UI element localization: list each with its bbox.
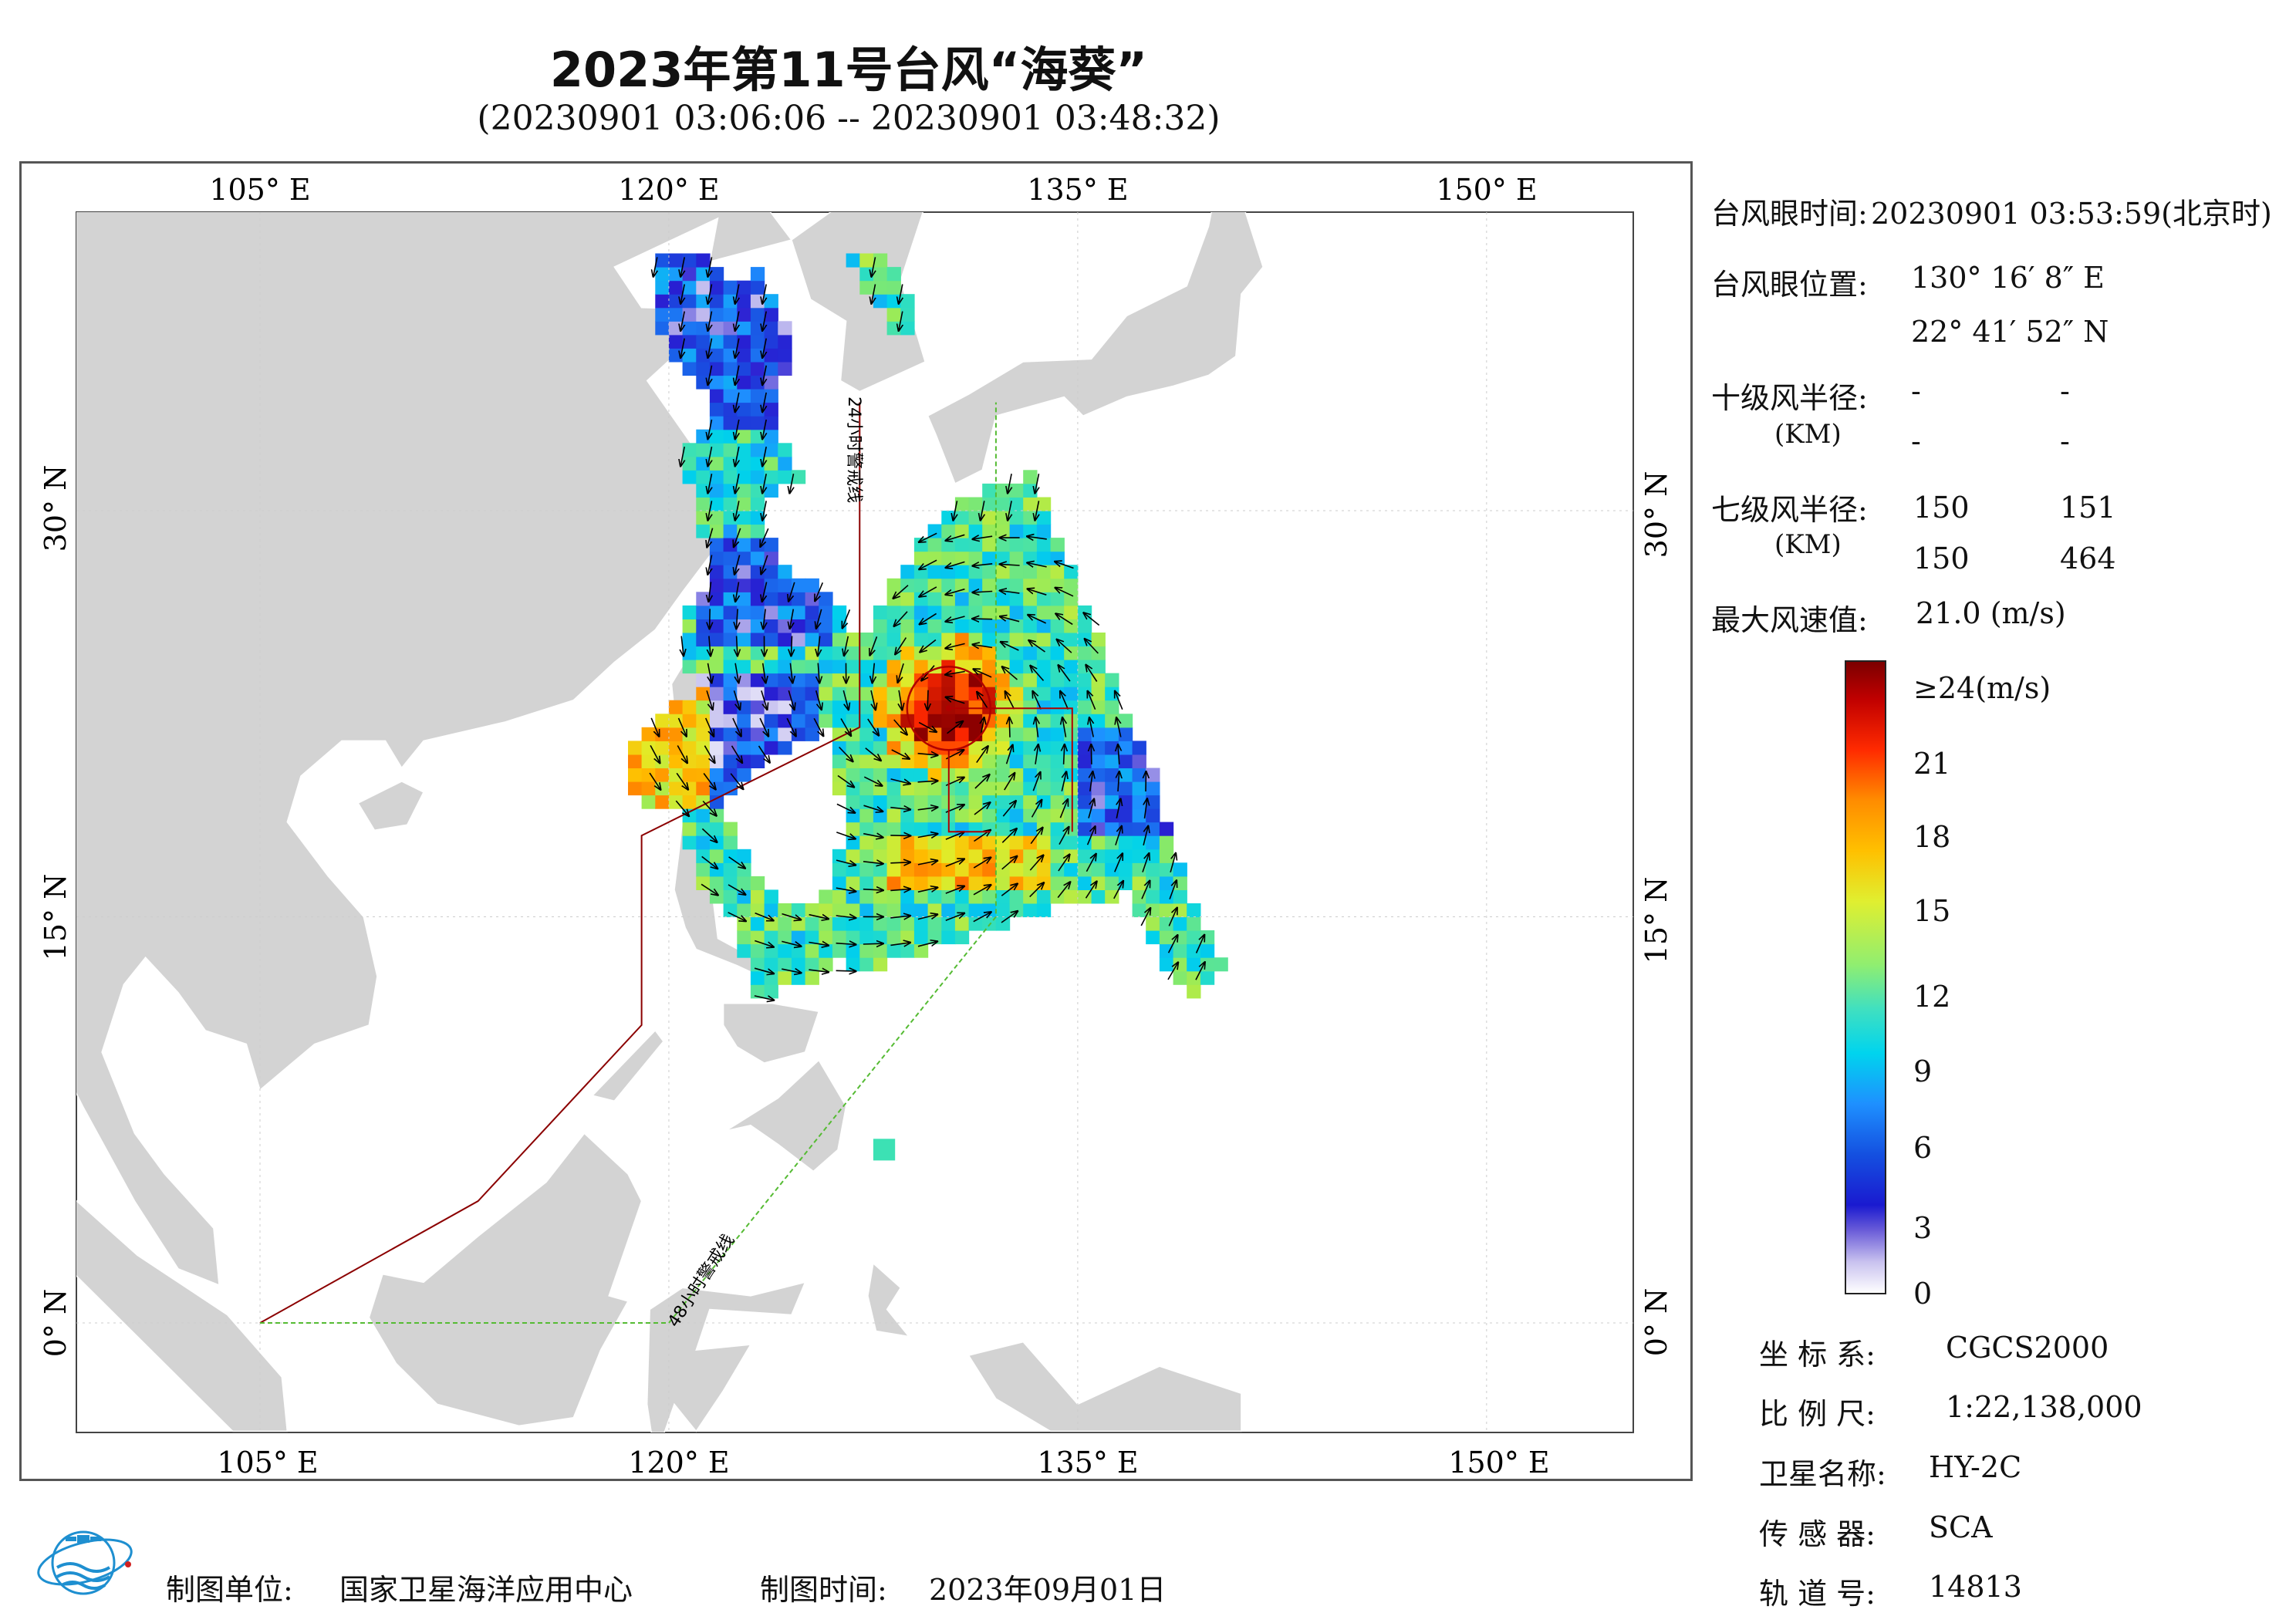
footer-date-label: 制图时间:: [760, 1573, 887, 1607]
lat-label-right-0: 0° N: [1639, 1288, 1673, 1357]
land-halmahera: [867, 1262, 910, 1338]
lat-label-right-30: 30° N: [1639, 471, 1673, 558]
colorbar-tick-3: 3: [1913, 1211, 1933, 1245]
r7-value-nw: 464: [2060, 542, 2116, 575]
colorbar-tick-21: 21: [1913, 747, 1951, 781]
max-wind-label: 最大风速值:: [1711, 603, 1868, 637]
lon-label-bottom-150: 150° E: [1448, 1446, 1549, 1480]
r10-value-nw: -: [2060, 424, 2070, 458]
satellite-label: 卫星名称:: [1759, 1457, 1886, 1491]
footer-date-value: 2023年09月01日: [929, 1573, 1167, 1607]
colorbar-tick-12: 12: [1913, 980, 1951, 1014]
lon-label-bottom-105: 105° E: [217, 1446, 318, 1480]
warning-line-48h: [260, 402, 997, 1324]
warning-line-24h-label: 24小时警戒线: [844, 396, 863, 503]
footer-org-value: 国家卫星海洋应用中心: [339, 1573, 633, 1607]
r10-label: 十级风半径:: [1711, 381, 1868, 415]
eye-longitude: 130° 16′ 8″ E: [1911, 261, 2105, 295]
r7-value-ne: 150: [1913, 491, 1970, 525]
land-borneo: [368, 1132, 643, 1427]
r7-label: 七级风半径:: [1711, 493, 1868, 527]
eye-latitude: 22° 41′ 52″ N: [1911, 315, 2109, 349]
sensor-value: SCA: [1929, 1510, 1993, 1544]
scale-label: 比 例 尺:: [1759, 1397, 1876, 1431]
r7-value-sw: 150: [1913, 542, 1970, 575]
lon-label-top-105: 105° E: [209, 173, 310, 207]
eye-time-label: 台风眼时间:: [1711, 197, 1868, 231]
wind-map: 105° E 120° E 135° E 150° E 105° E 120° …: [39, 173, 1673, 1480]
r7-value-se: 151: [2060, 491, 2116, 525]
nsoas-logo: [37, 1530, 133, 1595]
map-title: 2023年第11号台风“海葵”: [549, 42, 1148, 98]
land-japan: [927, 212, 1264, 484]
land-mindanao: [725, 1059, 847, 1173]
land-hainan: [357, 781, 425, 832]
r10-unit: (KM): [1774, 419, 1842, 450]
land-new-guinea: [967, 1341, 1242, 1432]
land-sumatra: [76, 1200, 289, 1432]
r10-value-se: -: [2060, 374, 2070, 408]
r10-value-sw: -: [1911, 424, 1921, 458]
warning-lines: [259, 402, 997, 1324]
lat-label-left-30: 30° N: [39, 465, 73, 552]
eye-position-label: 台风眼位置:: [1711, 268, 1868, 302]
r10-value-ne: -: [1911, 374, 1921, 408]
satellite-value: HY-2C: [1929, 1450, 2022, 1484]
colorbar-tick-9: 9: [1913, 1054, 1933, 1088]
lon-label-top-135: 135° E: [1027, 173, 1128, 207]
land-sulawesi: [646, 1281, 806, 1432]
colorbar-tick-6: 6: [1913, 1131, 1933, 1165]
footer-org-label: 制图单位:: [166, 1573, 293, 1607]
typhoon-eye: [906, 665, 1073, 833]
lon-label-top-120: 120° E: [618, 173, 719, 207]
coord-system-label: 坐 标 系:: [1759, 1338, 1876, 1372]
warning-line-24h: [259, 402, 861, 1324]
r7-unit: (KM): [1774, 529, 1842, 560]
coord-system-value: CGCS2000: [1946, 1331, 2109, 1365]
land-visayas: [722, 1003, 820, 1064]
colorbar-tick-18: 18: [1913, 820, 1951, 854]
colorbar-tick-24: ≥24(m/s): [1913, 671, 2051, 705]
scale-value: 1:22,138,000: [1946, 1390, 2142, 1424]
lon-label-top-150: 150° E: [1436, 173, 1537, 207]
lat-label-left-15: 15° N: [39, 874, 73, 961]
wind-vectors: [649, 257, 1205, 1000]
lon-label-bottom-135: 135° E: [1037, 1446, 1138, 1480]
lat-label-left-0: 0° N: [39, 1289, 73, 1358]
lon-label-bottom-120: 120° E: [628, 1446, 729, 1480]
orbit-value: 14813: [1929, 1570, 2022, 1604]
colorbar-tick-0: 0: [1913, 1277, 1933, 1311]
map-subtitle: (20230901 03:06:06 -- 20230901 03:48:32): [477, 99, 1221, 138]
land-korea: [791, 212, 927, 393]
colorbar: [1845, 660, 1886, 1294]
lat-label-right-15: 15° N: [1639, 877, 1673, 964]
orbit-label: 轨 道 号:: [1759, 1577, 1876, 1611]
map-frame: [19, 161, 1693, 1481]
sensor-label: 传 感 器:: [1759, 1517, 1876, 1551]
colorbar-tick-15: 15: [1913, 894, 1951, 928]
eye-time-value: 20230901 03:53:59(北京时): [1871, 197, 2272, 231]
land-palawan: [591, 1029, 664, 1102]
max-wind-value: 21.0 (m/s): [1916, 596, 2066, 630]
